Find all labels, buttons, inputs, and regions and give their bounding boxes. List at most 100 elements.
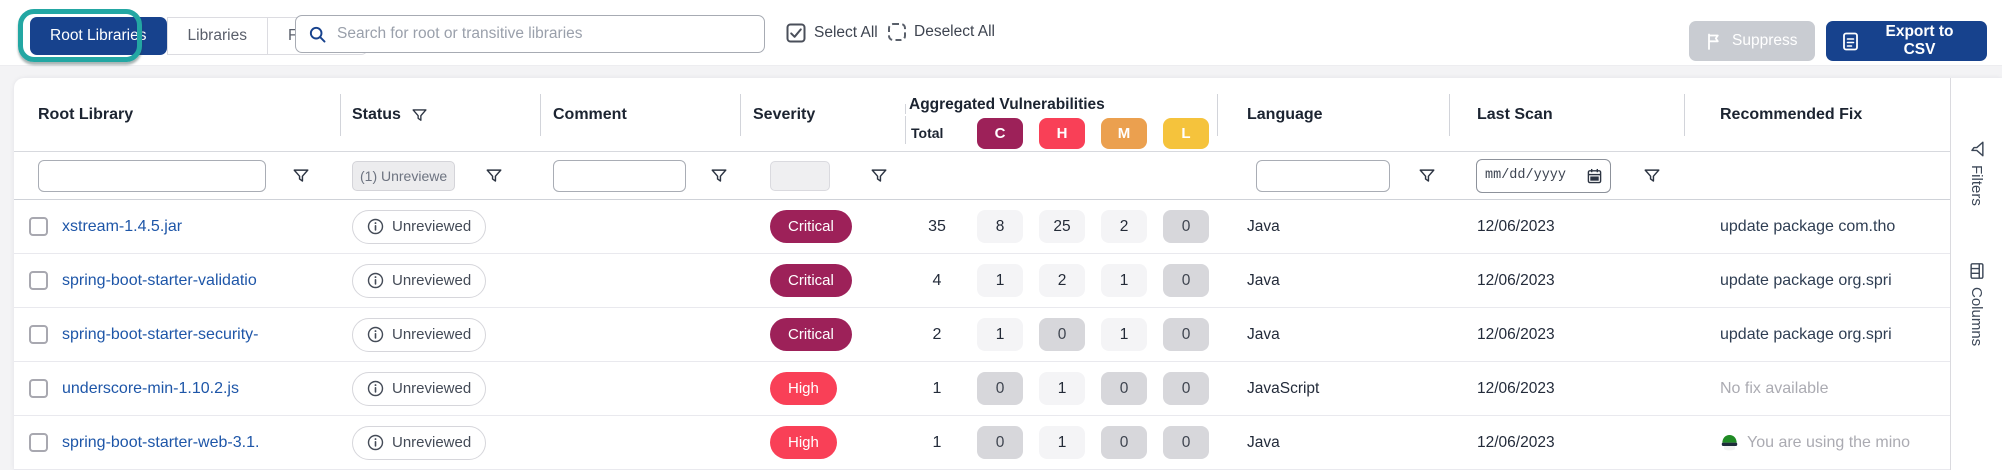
recommended-fix-cell: update package org.spri: [1720, 325, 1892, 343]
filters-rail-label: Filters: [1968, 165, 1985, 206]
last-scan-date-filter[interactable]: mm/dd/yyyy: [1476, 158, 1611, 193]
total-count: 1: [932, 433, 942, 451]
library-link[interactable]: spring-boot-starter-web-3.1.: [62, 433, 260, 451]
critical-count-chip: 8: [977, 210, 1023, 243]
severity-badge: High: [770, 426, 837, 459]
severity-badge: Critical: [770, 210, 852, 243]
last-scan-funnel-icon[interactable]: [1643, 167, 1661, 185]
column-header-recommended-fix: Recommended Fix: [1684, 78, 1950, 152]
rail-tab-filters[interactable]: Filters: [1968, 140, 1986, 206]
status-filter-value[interactable]: (1) Unreviewe: [352, 160, 456, 191]
deselect-all-icon: [888, 23, 906, 41]
recommended-fix-cell: update package com.tho: [1720, 217, 1896, 235]
comment-cell: [540, 416, 740, 469]
high-count-chip: 1: [1039, 372, 1085, 405]
severity-badge: Critical: [770, 264, 852, 297]
high-count-chip: 2: [1039, 264, 1085, 297]
language-filter-input[interactable]: [1256, 159, 1390, 192]
comment-funnel-icon[interactable]: [710, 167, 728, 185]
table-row: spring-boot-starter-security- Unreviewed…: [14, 308, 1950, 362]
suppress-label: Suppress: [1732, 32, 1798, 49]
search-icon: [309, 26, 326, 42]
status-funnel-icon[interactable]: [485, 167, 503, 185]
column-header-comment: Comment: [540, 78, 740, 152]
low-count-chip: 0: [1163, 264, 1209, 297]
last-scan-cell: 12/06/2023: [1477, 379, 1555, 397]
recommended-fix-cell: No fix available: [1720, 379, 1829, 397]
row-checkbox[interactable]: [28, 379, 48, 398]
high-chip-header: H: [1039, 117, 1085, 149]
root-library-funnel-icon[interactable]: [292, 167, 310, 185]
rail-tab-columns[interactable]: Columns: [1968, 262, 1986, 346]
critical-chip-header: C: [977, 117, 1023, 149]
row-checkbox[interactable]: [28, 217, 48, 236]
status-button[interactable]: Unreviewed: [352, 209, 487, 244]
library-link[interactable]: xstream-1.4.5.jar: [62, 217, 183, 235]
language-cell: Java: [1247, 217, 1280, 235]
severity-funnel-icon[interactable]: [870, 167, 888, 185]
select-all-button[interactable]: Select All: [786, 23, 878, 43]
toolbar: Root Libraries Libraries Findings Select…: [0, 0, 2002, 66]
status-button[interactable]: Unreviewed: [352, 371, 487, 406]
recommended-fix-cell: You are using the mino: [1684, 416, 1950, 469]
medium-count-chip: 0: [1101, 426, 1147, 459]
columns-rail-label: Columns: [1968, 286, 1985, 347]
language-cell: JavaScript: [1247, 379, 1320, 397]
medium-count-chip: 2: [1101, 210, 1147, 243]
high-count-chip: 1: [1039, 426, 1085, 459]
library-search[interactable]: [295, 15, 765, 53]
comment-cell: [540, 308, 740, 361]
date-placeholder: mm/dd/yyyy: [1485, 168, 1567, 183]
last-scan-cell: 12/06/2023: [1477, 325, 1555, 343]
medium-count-chip: 1: [1101, 318, 1147, 351]
medium-count-chip: 0: [1101, 372, 1147, 405]
suppress-button[interactable]: Suppress: [1689, 21, 1815, 61]
columns-icon: [1969, 262, 1984, 279]
export-to-csv-button[interactable]: Export to CSV: [1826, 21, 1987, 61]
info-icon: [367, 434, 384, 451]
language-funnel-icon[interactable]: [1418, 167, 1436, 185]
comment-filter-input[interactable]: [553, 159, 686, 192]
column-header-total: Total: [905, 114, 969, 152]
language-cell: Java: [1247, 271, 1280, 289]
tab-root-libraries[interactable]: Root Libraries: [30, 17, 167, 55]
library-link[interactable]: spring-boot-starter-validatio: [62, 271, 257, 289]
comment-cell: [540, 200, 740, 253]
select-all-label: Select All: [814, 24, 878, 41]
comment-cell: [540, 362, 740, 415]
column-header-root-library: Root Library: [38, 106, 134, 123]
info-icon: [367, 272, 384, 289]
root-library-filter-input[interactable]: [38, 159, 266, 192]
calendar-icon[interactable]: [1587, 168, 1602, 184]
search-input[interactable]: [337, 25, 752, 43]
critical-count-chip: 1: [977, 264, 1023, 297]
filters-funnel-icon: [1970, 141, 1984, 157]
library-link[interactable]: spring-boot-starter-security-: [62, 325, 259, 343]
tab-libraries[interactable]: Libraries: [166, 17, 268, 55]
severity-filter-box[interactable]: [770, 160, 830, 191]
last-scan-cell: 12/06/2023: [1477, 433, 1555, 451]
table-row: spring-boot-starter-web-3.1. Unreviewed …: [14, 416, 1950, 470]
row-checkbox[interactable]: [28, 325, 48, 344]
row-checkbox[interactable]: [28, 271, 48, 290]
total-count: 35: [928, 217, 946, 235]
status-filter-funnel-icon[interactable]: [411, 107, 428, 124]
status-button[interactable]: Unreviewed: [352, 317, 487, 352]
row-checkbox[interactable]: [28, 433, 48, 452]
high-count-chip: 25: [1039, 210, 1085, 243]
low-count-chip: 0: [1163, 372, 1209, 405]
last-scan-cell: 12/06/2023: [1477, 217, 1555, 235]
deselect-all-button[interactable]: Deselect All: [888, 23, 995, 41]
status-button[interactable]: Unreviewed: [352, 425, 487, 460]
low-count-chip: 0: [1163, 210, 1209, 243]
export-csv-label: Export to CSV: [1885, 23, 1954, 58]
last-scan-cell: 12/06/2023: [1477, 271, 1555, 289]
export-csv-icon: [1843, 32, 1858, 50]
library-link[interactable]: underscore-min-1.10.2.js: [62, 379, 239, 397]
info-icon: [367, 380, 384, 397]
high-count-chip: 0: [1039, 318, 1085, 351]
status-button[interactable]: Unreviewed: [352, 263, 487, 298]
side-rail: Filters Columns: [1950, 78, 2002, 470]
low-count-chip: 0: [1163, 318, 1209, 351]
critical-count-chip: 0: [977, 372, 1023, 405]
